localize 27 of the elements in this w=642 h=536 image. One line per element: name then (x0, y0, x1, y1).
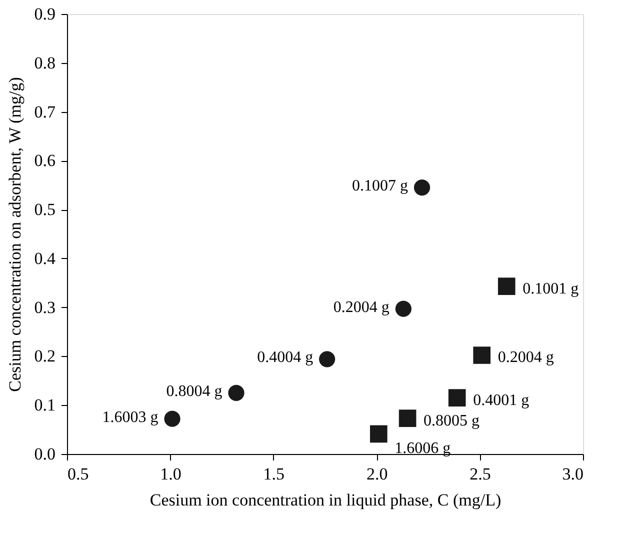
x-tick-label: 3.0 (562, 464, 584, 484)
annotation: 0.8005 g (424, 412, 480, 430)
y-tick-label: 0.5 (34, 200, 56, 220)
x-tick-label: 2.0 (366, 464, 388, 484)
x-tick-label: 1.0 (160, 464, 182, 484)
annotation: 0.1001 g (522, 280, 579, 298)
annotation: 0.1007 g (352, 178, 408, 195)
y-tick-label: 0.7 (34, 102, 56, 122)
annotation: 0.2004 g (333, 298, 390, 316)
annotation: 0.4001 g (473, 392, 530, 409)
y-tick-label: 0.4 (34, 248, 56, 268)
annotation: 1.6003 g (102, 408, 158, 426)
y-tick-label: 0.2 (34, 346, 56, 366)
annotation: 0.8004 g (166, 382, 222, 400)
x-tick-label: 2.5 (470, 464, 491, 484)
y-tick-label: 0.1 (34, 396, 56, 415)
y-tick-label: 0.6 (34, 151, 56, 170)
y-tick-label: 0.9 (34, 4, 56, 24)
y-tick-label: 0.0 (34, 444, 56, 464)
x-tick-label: 0.5 (68, 464, 89, 484)
annotation: 0.4004 g (257, 349, 314, 366)
x-axis-title: Cesium ion concentration in liquid phase, C (mg/L) (150, 490, 502, 510)
y-tick-label: 0.8 (34, 53, 56, 72)
y-tick-label: 0.3 (34, 298, 56, 317)
annotation: 0.2004 g (498, 349, 554, 366)
x-tick-label: 1.5 (263, 464, 285, 484)
y-axis-title: Cesium concentration on adsorbent, W (mg/g) (5, 77, 24, 392)
